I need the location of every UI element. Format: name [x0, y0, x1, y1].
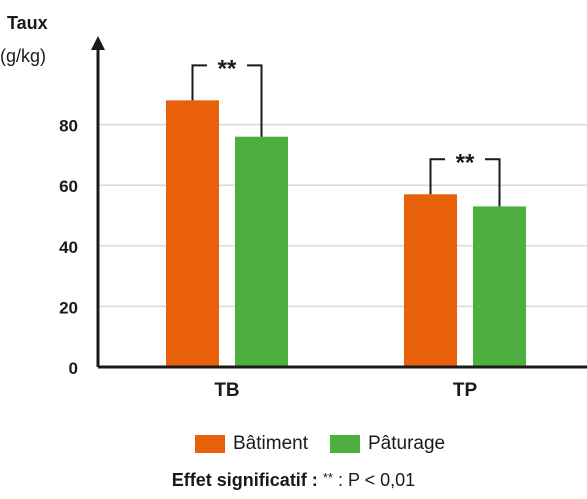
bar-tp-paturage [473, 206, 526, 367]
note-label: Effet significatif : [171, 470, 318, 490]
bar-tp-batiment [404, 194, 457, 367]
y-tick-label-40: 40 [59, 238, 78, 257]
legend-swatch-paturage [329, 435, 360, 453]
legend: Bâtiment Pâturage [195, 431, 467, 457]
significance-note: Effet significatif : ** : P < 0,01 [0, 470, 587, 491]
y-axis-arrow [91, 36, 105, 50]
y-tick-label-0: 0 [69, 359, 78, 378]
y-tick-label-80: 80 [59, 117, 78, 136]
significance-bracket-tp [429, 158, 501, 207]
y-axis-unit: (g/kg) [0, 46, 47, 66]
y-tick-label-60: 60 [59, 177, 78, 196]
bar-tb-batiment [166, 100, 219, 368]
legend-label-batiment: Bâtiment [233, 433, 308, 454]
bar-chart: 0 20 40 60 80 TB TP ** ** [59, 36, 587, 401]
legend-label-paturage: Pâturage [367, 433, 446, 454]
note-text: : P < 0,01 [332, 470, 416, 490]
note-stars: ** [322, 470, 333, 485]
significance-label-tb: ** [218, 55, 237, 82]
legend-item-paturage: Pâturage [329, 433, 446, 455]
significance-label-tp: ** [456, 149, 475, 176]
bar-tb-paturage [235, 136, 288, 367]
legend-item-batiment: Bâtiment [195, 433, 308, 455]
significance-bracket-tb [191, 64, 263, 137]
x-tick-label-tp: TP [453, 380, 478, 401]
y-axis-title: Taux [7, 13, 48, 33]
x-tick-label-tb: TB [214, 380, 239, 401]
y-tick-label-20: 20 [59, 298, 78, 317]
legend-swatch-batiment [195, 435, 225, 453]
